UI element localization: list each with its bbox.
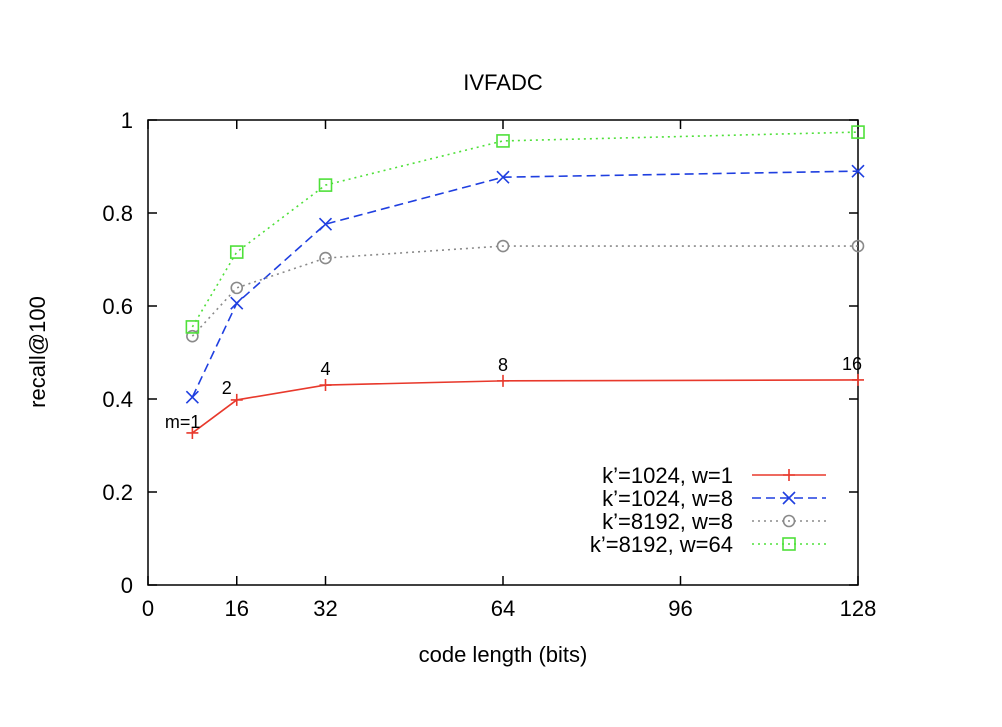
data-point-x [851, 164, 865, 178]
x-tick-label: 16 [225, 596, 249, 621]
y-tick-label: 0.8 [102, 201, 133, 226]
data-point-plus [319, 379, 332, 392]
data-point-circle [230, 281, 244, 295]
series-line [191, 170, 859, 398]
data-point-plus [230, 393, 243, 406]
annotation-label: 4 [320, 359, 330, 379]
series-0 [186, 373, 864, 439]
data-point-circle [186, 329, 199, 343]
legend-label: k’=1024, w=1 [602, 463, 733, 488]
plot-frame [147, 119, 859, 586]
series-line [191, 245, 858, 337]
x-tick-label: 64 [491, 596, 515, 621]
data-point-square [496, 134, 510, 148]
data-point-circle [319, 251, 332, 265]
legend-marker-x [782, 491, 796, 505]
series-3 [185, 125, 865, 334]
data-point-square [185, 320, 200, 334]
data-point-plus [497, 374, 509, 387]
y-tick-label: 0.6 [102, 294, 133, 319]
data-point-x [496, 170, 510, 184]
legend-label: k’=8192, w=64 [590, 532, 733, 557]
data-point-plus [852, 373, 864, 386]
x-tick-label: 96 [668, 596, 692, 621]
data-point-x [230, 296, 244, 310]
chart-title: IVFADC [463, 70, 543, 95]
data-point-plus [186, 426, 199, 439]
legend-marker-square [782, 537, 796, 551]
y-tick-label: 0 [121, 573, 133, 598]
y-axis-label: recall@100 [25, 296, 50, 408]
x-axis-label: code length (bits) [419, 642, 588, 667]
data-point-x [318, 217, 333, 231]
y-tick-label: 0.4 [102, 387, 133, 412]
series-line [191, 379, 859, 434]
data-point-x [185, 390, 199, 404]
legend-marker-plus [783, 469, 795, 481]
series-line [191, 131, 859, 328]
legend-label: k’=1024, w=8 [602, 486, 733, 511]
legend-marker-circle [782, 514, 796, 528]
series-2 [186, 239, 865, 343]
data-point-square [229, 245, 244, 259]
annotation-label: 16 [842, 354, 862, 374]
series-1 [185, 164, 865, 404]
data-point-square [318, 178, 333, 192]
legend-label: k’=8192, w=8 [602, 509, 733, 534]
y-tick-label: 1 [121, 108, 133, 133]
x-tick-label: 32 [313, 596, 337, 621]
y-tick-label: 0.2 [102, 480, 133, 505]
x-tick-label: 0 [142, 596, 154, 621]
data-point-circle [851, 239, 865, 253]
data-point-square [851, 125, 865, 139]
annotation-label: 8 [498, 355, 508, 375]
annotation-label: m=1 [165, 412, 201, 432]
x-tick-label: 128 [840, 596, 877, 621]
annotation-label: 2 [222, 378, 232, 398]
data-point-circle [496, 239, 510, 253]
